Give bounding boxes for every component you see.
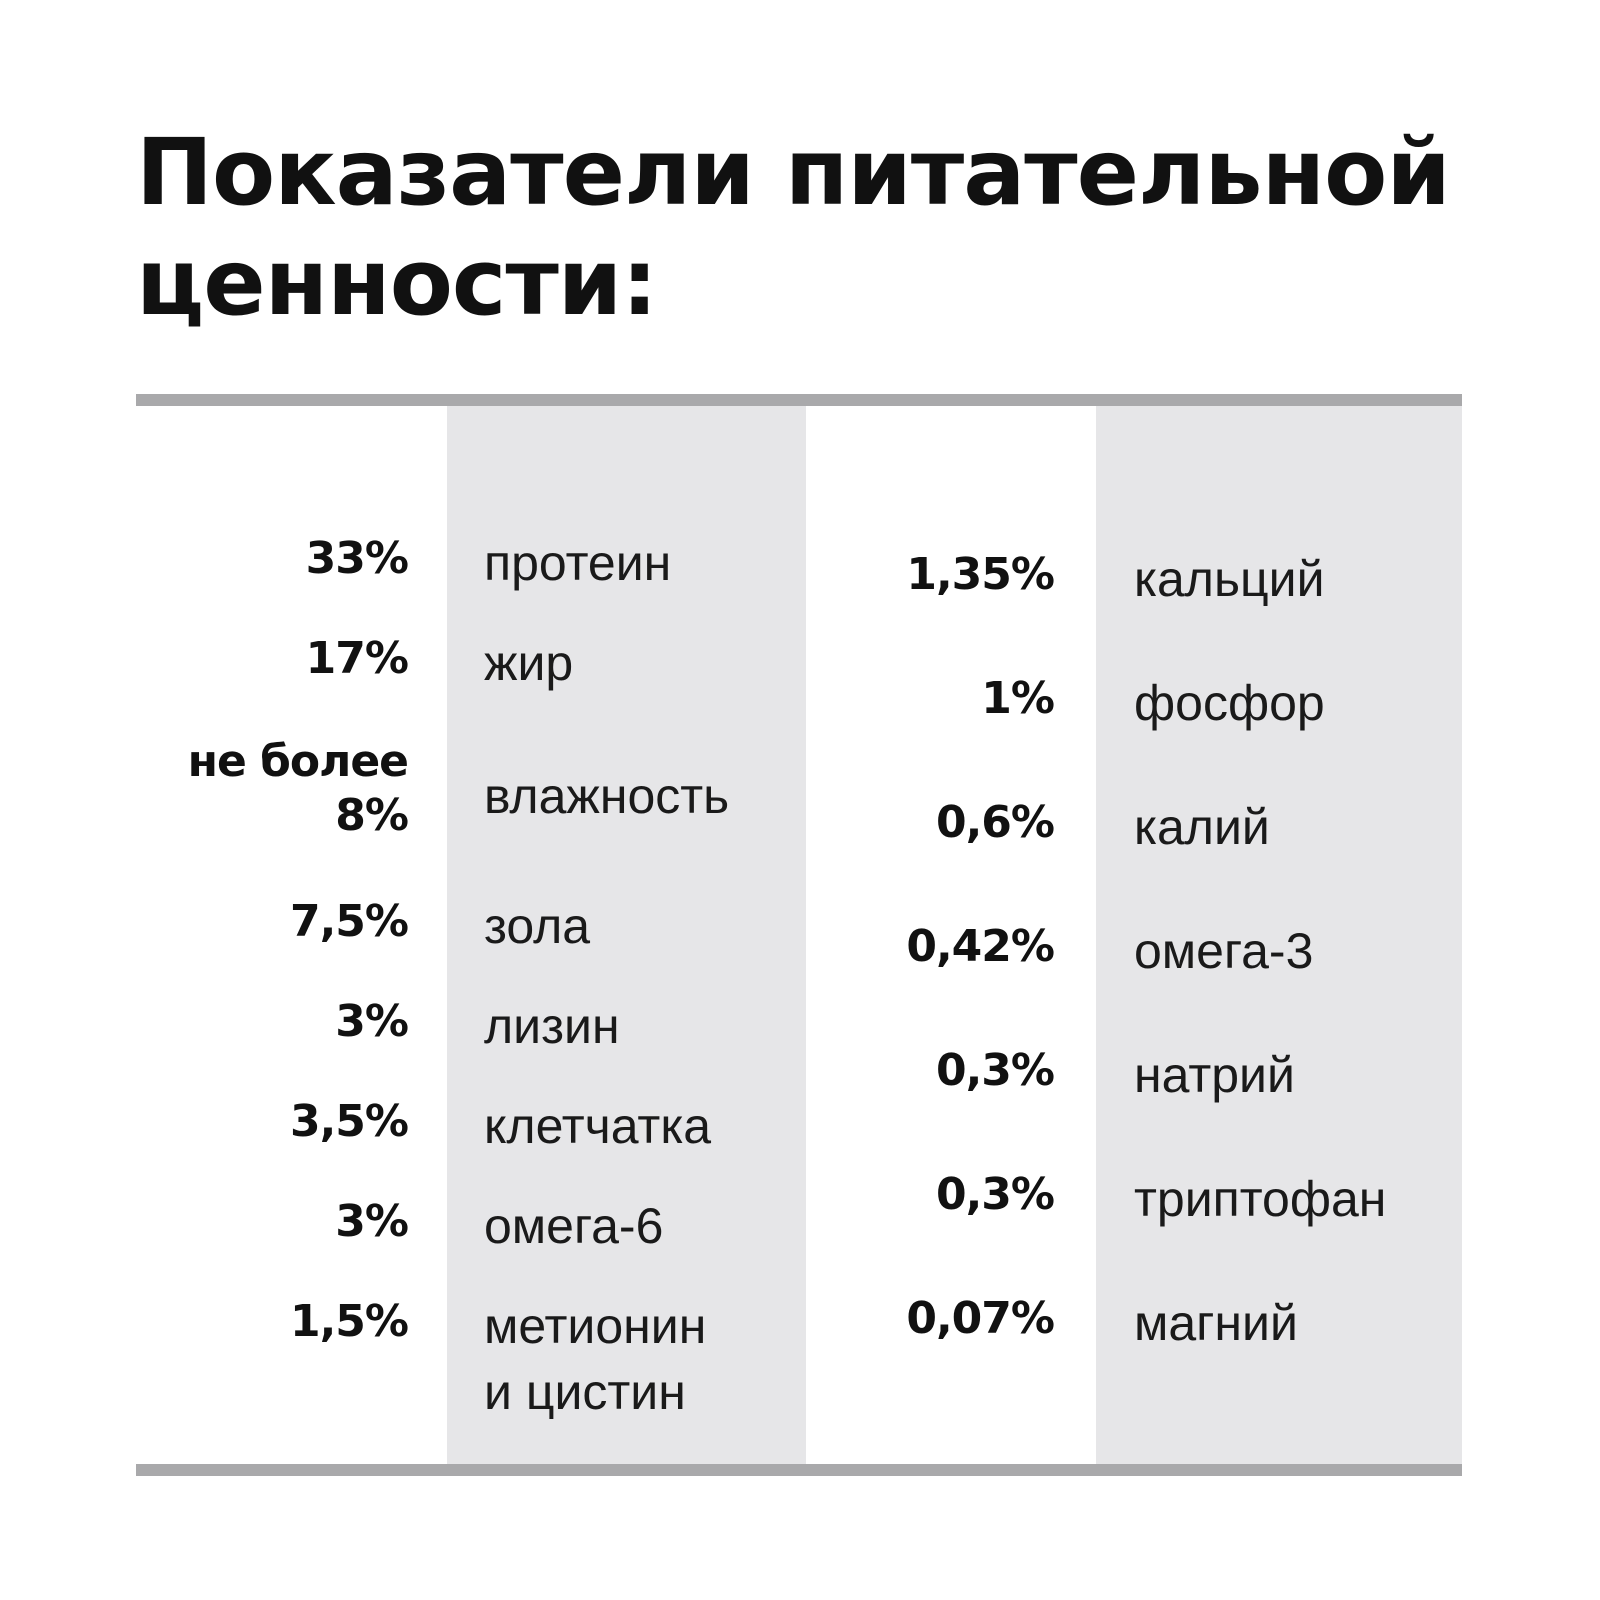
nutrient-value: 1% [981, 673, 1055, 724]
nutrient-label: клетчатка [484, 1098, 712, 1154]
nutrient-value: 1,35% [906, 549, 1055, 600]
right-label-column-background [1096, 406, 1462, 1464]
nutrient-value: 3,5% [289, 1096, 409, 1147]
nutrient-value: 0,3% [935, 1045, 1055, 1096]
nutrient-value: 3% [335, 1196, 409, 1247]
left-label-column-background [447, 406, 806, 1464]
nutrient-label: фосфор [1134, 675, 1325, 731]
bottom-divider [136, 1464, 1462, 1476]
nutrient-value: 0,42% [906, 921, 1055, 972]
nutrient-value: не более 8% [187, 736, 409, 841]
nutrient-label: кальций [1134, 551, 1325, 607]
nutrient-value: 0,3% [935, 1169, 1055, 1220]
nutrient-label: омега-3 [1134, 923, 1314, 979]
nutrient-value: 17% [305, 633, 409, 684]
nutrient-value: 1,5% [289, 1296, 409, 1347]
nutrient-value: 3% [335, 996, 409, 1047]
nutrient-label: омега-6 [484, 1198, 664, 1254]
nutrient-label: протеин [484, 535, 672, 591]
nutrient-value: 0,07% [906, 1293, 1055, 1344]
nutrient-value: 0,6% [935, 797, 1055, 848]
top-divider [136, 394, 1462, 406]
nutrient-label: зола [484, 898, 591, 954]
nutrient-label: триптофан [1134, 1171, 1387, 1227]
nutrient-label: жир [484, 635, 574, 691]
nutrient-value: 7,5% [289, 896, 409, 947]
nutrient-label: лизин [484, 998, 620, 1054]
page-title: Показатели питательной ценности: [136, 119, 1451, 336]
nutrient-value: 33% [305, 533, 409, 584]
nutrient-label: натрий [1134, 1047, 1295, 1103]
nutrient-label: метионин и цистин [484, 1298, 707, 1420]
nutrient-label: магний [1134, 1295, 1298, 1351]
nutrient-label: влажность [484, 768, 730, 824]
nutrient-label: калий [1134, 799, 1270, 855]
